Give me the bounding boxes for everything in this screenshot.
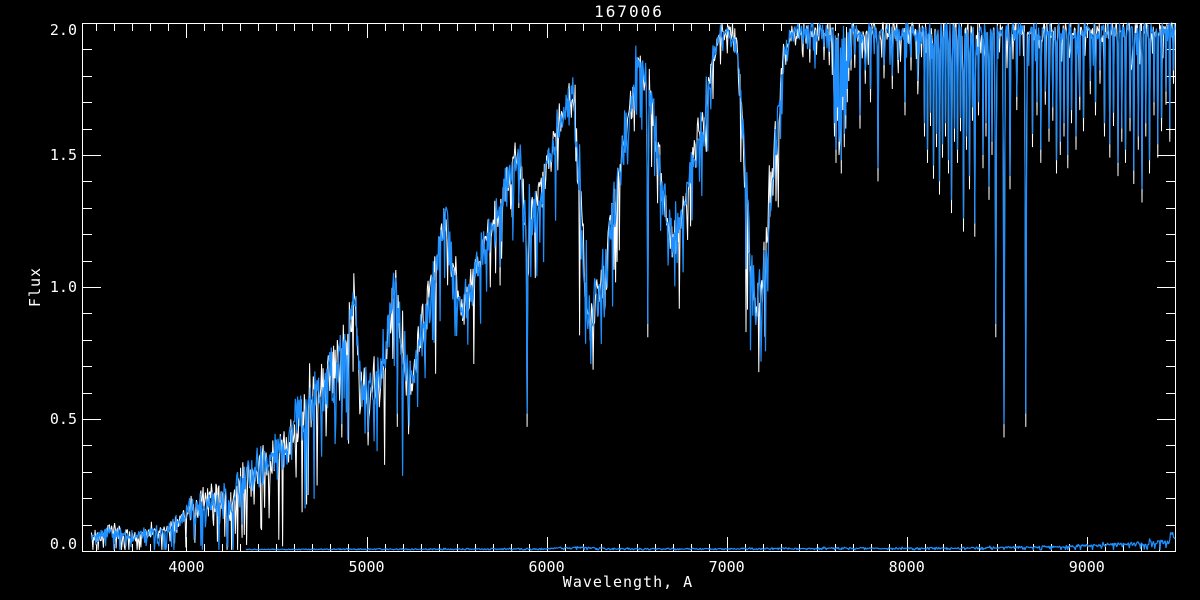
y-tick-label: 1.5 [50, 146, 77, 164]
plot-frame [82, 23, 1176, 552]
x-tick-label: 5000 [348, 558, 384, 576]
y-tick-label: 0.5 [50, 410, 77, 428]
x-tick-label: 8000 [889, 558, 925, 576]
spectrum-line [90, 22, 1176, 551]
chart-title: 167006 [594, 2, 664, 21]
y-tick-label: 1.0 [50, 278, 77, 296]
y-tick-label: 2.0 [50, 21, 77, 39]
x-tick-label: 9000 [1069, 558, 1105, 576]
x-tick-label: 4000 [168, 558, 204, 576]
x-tick-label: 6000 [529, 558, 565, 576]
x-tick-label: 7000 [709, 558, 745, 576]
baseline-line [245, 532, 1176, 551]
y-tick-label: 0.0 [50, 535, 77, 553]
x-axis-label: Wavelength, A [563, 573, 693, 591]
y-axis-label: Flux [26, 267, 44, 307]
frame-rect [82, 23, 1176, 552]
axis-tick-labels: 4000 5000 6000 7000 8000 9000 0.0 0.5 1.0 1.5 2.0 [50, 21, 1105, 576]
